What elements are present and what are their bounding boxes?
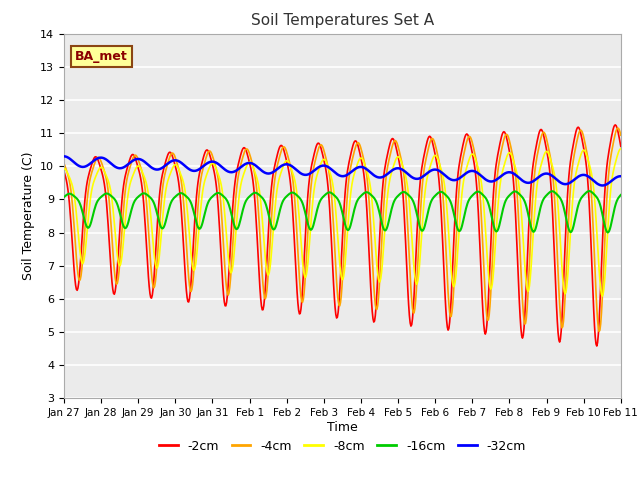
-2cm [70, 266, 78, 272]
-4cm [70, 223, 78, 228]
-8cm [60, 166, 68, 171]
-2cm [426, 134, 434, 140]
Title: Soil Temperatures Set A: Soil Temperatures Set A [251, 13, 434, 28]
-16cm [426, 201, 434, 206]
-2cm [593, 343, 600, 349]
-32cm [127, 159, 135, 165]
-4cm [184, 265, 192, 271]
-16cm [184, 195, 192, 201]
-32cm [426, 168, 434, 174]
-32cm [410, 175, 418, 181]
-32cm [214, 160, 221, 166]
-2cm [214, 193, 221, 199]
-4cm [214, 171, 221, 177]
-16cm [70, 193, 78, 199]
-16cm [604, 229, 611, 235]
-16cm [60, 194, 68, 200]
-16cm [617, 192, 625, 198]
Line: -16cm: -16cm [64, 191, 621, 232]
-16cm [214, 190, 221, 196]
-8cm [127, 177, 135, 182]
-16cm [410, 201, 418, 206]
X-axis label: Time: Time [327, 421, 358, 434]
-2cm [617, 144, 625, 149]
-4cm [614, 125, 621, 131]
Line: -4cm: -4cm [64, 128, 621, 332]
-32cm [70, 159, 78, 165]
-8cm [617, 146, 625, 152]
Legend: -2cm, -4cm, -8cm, -16cm, -32cm: -2cm, -4cm, -8cm, -16cm, -32cm [154, 435, 531, 458]
-4cm [127, 160, 135, 166]
-4cm [595, 329, 603, 335]
-4cm [617, 132, 625, 138]
Line: -8cm: -8cm [64, 149, 621, 296]
-8cm [410, 265, 418, 271]
Line: -32cm: -32cm [64, 156, 621, 185]
-16cm [127, 207, 135, 213]
-2cm [612, 122, 620, 128]
Y-axis label: Soil Temperature (C): Soil Temperature (C) [22, 152, 35, 280]
-8cm [70, 192, 78, 197]
-4cm [410, 310, 418, 316]
-8cm [598, 293, 606, 299]
-8cm [214, 169, 221, 175]
-32cm [598, 182, 606, 188]
-32cm [184, 166, 192, 171]
-16cm [585, 188, 593, 194]
-2cm [60, 168, 68, 174]
Line: -2cm: -2cm [64, 125, 621, 346]
Text: BA_met: BA_met [75, 50, 128, 63]
-32cm [617, 173, 625, 179]
-2cm [184, 299, 192, 304]
-4cm [60, 160, 68, 166]
-32cm [60, 154, 68, 159]
-8cm [184, 214, 192, 220]
-2cm [127, 153, 135, 158]
-4cm [426, 139, 434, 144]
-2cm [410, 293, 418, 299]
-8cm [426, 163, 434, 169]
